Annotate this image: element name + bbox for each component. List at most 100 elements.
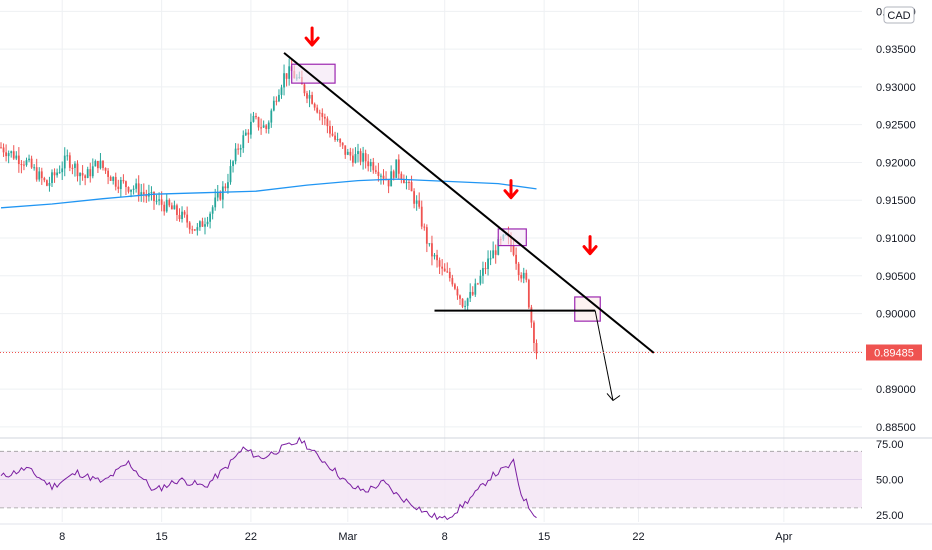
candle [91, 158, 94, 179]
candle [119, 176, 122, 198]
candle [204, 217, 206, 235]
candle-body [288, 66, 291, 79]
candle [339, 138, 342, 147]
candle-body [46, 180, 48, 186]
candle [40, 167, 43, 185]
candle [35, 158, 38, 182]
candle [199, 220, 201, 231]
candle [451, 274, 454, 287]
candle-body [89, 169, 92, 177]
candle [216, 185, 219, 202]
candle-body [346, 151, 349, 155]
candle-body [308, 94, 311, 99]
candle [142, 183, 145, 203]
x-tick-label: 22 [245, 531, 257, 543]
candle [334, 131, 336, 142]
candle [487, 250, 489, 276]
candle [193, 229, 196, 232]
candle [308, 90, 311, 108]
candle [81, 165, 84, 181]
candle [229, 159, 232, 185]
candle-body [216, 192, 219, 198]
current-price-label: 0.89485 [874, 348, 914, 360]
candle-body [487, 258, 489, 269]
candle-body [33, 167, 36, 169]
candle-body [311, 94, 313, 104]
candle [74, 161, 76, 177]
candle [494, 244, 497, 264]
trendline [283, 52, 655, 354]
candle [89, 162, 92, 183]
y-tick-label: 0.91000 [876, 233, 916, 245]
candle-body [448, 271, 451, 279]
candle-body [173, 205, 176, 210]
candle-body [278, 94, 280, 102]
candle-body [250, 121, 252, 135]
candle [232, 160, 234, 173]
candle [15, 151, 18, 161]
candle [443, 263, 446, 272]
candle [280, 84, 283, 99]
candle [517, 261, 520, 281]
candle-body [405, 181, 408, 184]
candle-body [456, 288, 459, 296]
candle [530, 304, 533, 328]
candle [405, 175, 408, 190]
candle-body [178, 214, 181, 219]
x-tick-label: 15 [538, 531, 550, 543]
candle [239, 144, 242, 158]
rsi-pane[interactable] [0, 436, 862, 521]
candle-body [114, 176, 117, 187]
candle-body [492, 250, 495, 259]
candle-body [165, 199, 168, 212]
y-tick-label: 0.91500 [876, 195, 916, 207]
y-tick-label: 0.92500 [876, 120, 916, 132]
candle-body [2, 147, 5, 153]
candle [178, 208, 181, 222]
current-price-badge: 0.89485 [866, 344, 922, 361]
x-tick-label: Apr [775, 531, 792, 543]
candle [63, 147, 66, 177]
candle [242, 130, 245, 153]
candle [68, 152, 71, 172]
candle [165, 193, 168, 213]
candle-body [122, 179, 125, 182]
x-tick-label: Mar [338, 531, 357, 543]
candle-body [102, 160, 104, 168]
candle-body [170, 205, 173, 210]
candle [257, 116, 260, 131]
axes: 0.940000.935000.930000.925000.920000.915… [0, 6, 932, 543]
candle-body [280, 87, 283, 95]
candle [135, 178, 138, 193]
currency-badge[interactable]: CAD [883, 6, 915, 24]
candle [125, 180, 127, 196]
candle [438, 257, 441, 275]
candle-body [476, 283, 479, 285]
candle-body [420, 206, 423, 227]
candle-body [443, 268, 446, 272]
candle-body [244, 132, 247, 136]
candlestick-pane[interactable] [0, 58, 538, 360]
candle-body [86, 169, 89, 178]
candle-body [219, 192, 222, 200]
y-tick-label: 0.93000 [876, 82, 916, 94]
candle [357, 143, 359, 163]
candle-body [12, 151, 15, 159]
candle [413, 188, 415, 209]
candle-body [119, 179, 122, 189]
candle [431, 235, 433, 266]
candle [374, 165, 377, 174]
candle-body [25, 160, 28, 166]
candle [23, 160, 25, 171]
candle-body [109, 176, 112, 181]
candle-body [35, 167, 38, 180]
candle-body [303, 84, 306, 94]
candle [395, 159, 398, 179]
candle-body [15, 155, 18, 159]
candle-body [318, 112, 321, 114]
candle [313, 102, 316, 111]
candle [461, 298, 464, 309]
candle-body [265, 125, 268, 129]
candle-body [392, 171, 395, 178]
